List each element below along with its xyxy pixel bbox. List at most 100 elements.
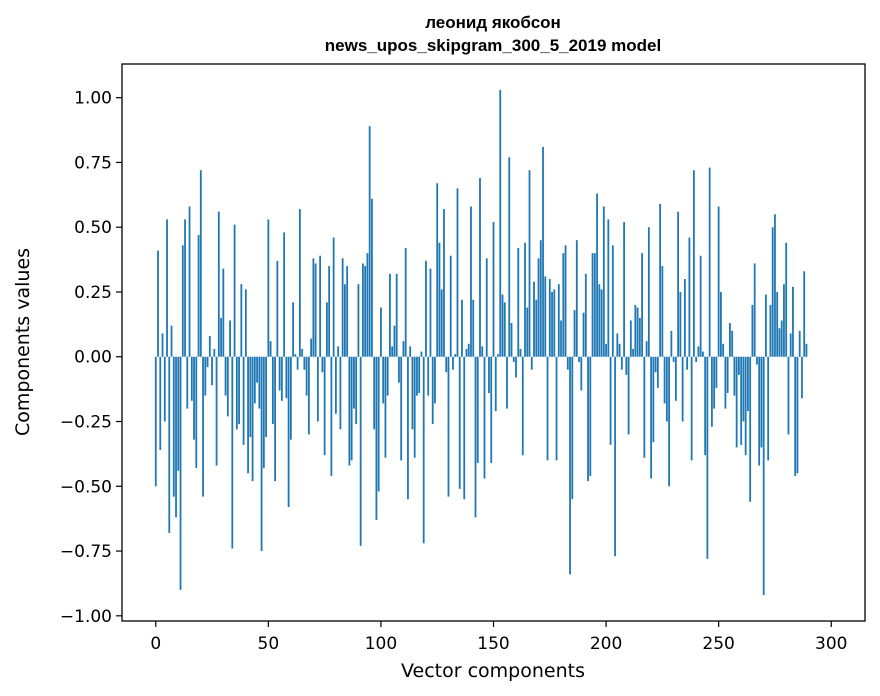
bar-component-25 — [211, 356, 213, 386]
bar-component-158 — [510, 323, 513, 357]
bar-component-107 — [395, 273, 398, 357]
bar-component-58 — [285, 356, 288, 399]
bar-component-132 — [452, 356, 454, 370]
bar-component-238 — [690, 356, 693, 461]
bar-component-228 — [668, 356, 671, 487]
bar-component-57 — [283, 232, 286, 357]
bar-component-104 — [389, 273, 391, 357]
bar-component-157 — [508, 157, 511, 357]
bar-component-34 — [231, 356, 234, 549]
bar-component-48 — [262, 356, 265, 469]
bar-component-129 — [445, 356, 448, 373]
bar-component-114 — [411, 356, 414, 430]
bar-component-196 — [596, 193, 598, 357]
bar-component-137 — [463, 356, 466, 500]
x-axis-label: Vector components — [401, 660, 585, 682]
bar-component-94 — [366, 253, 369, 357]
bar-component-108 — [398, 356, 400, 383]
bar-component-69 — [310, 338, 313, 357]
bar-component-221 — [652, 356, 655, 443]
bar-component-39 — [242, 356, 245, 445]
bar-component-187 — [575, 240, 578, 357]
bar-component-127 — [440, 289, 443, 357]
bar-component-153 — [499, 89, 502, 357]
bar-component-184 — [569, 356, 571, 575]
bar-component-159 — [512, 356, 515, 362]
bar-component-253 — [724, 356, 727, 409]
bar-component-133 — [454, 354, 457, 357]
bar-component-163 — [521, 356, 524, 456]
bar-component-177 — [553, 289, 556, 357]
bar-component-164 — [524, 242, 526, 357]
bar-component-191 — [584, 273, 587, 357]
bar-component-230 — [672, 356, 675, 362]
bar-component-283 — [792, 286, 794, 357]
bar-component-236 — [686, 356, 689, 370]
bar-component-267 — [756, 356, 758, 365]
bar-component-235 — [683, 279, 686, 357]
x-tick-label: 50 — [258, 634, 280, 654]
bar-component-89 — [355, 356, 358, 425]
bar-component-35 — [233, 224, 236, 357]
x-tick-label: 250 — [702, 634, 734, 654]
bar-component-126 — [438, 242, 441, 357]
bar-component-152 — [497, 354, 499, 357]
bar-component-113 — [409, 346, 412, 357]
bar-component-280 — [785, 242, 788, 357]
bar-component-255 — [729, 323, 731, 357]
bar-component-234 — [681, 356, 684, 422]
chart-subtitle: news_upos_skipgram_300_5_2019 model — [325, 36, 661, 55]
bar-component-47 — [260, 356, 263, 552]
bar-component-63 — [296, 356, 299, 370]
y-tick-label: 1.00 — [74, 89, 112, 109]
bar-component-169 — [535, 299, 538, 357]
bar-component-261 — [742, 356, 745, 422]
bar-component-201 — [607, 219, 610, 357]
bar-component-156 — [506, 356, 508, 409]
bar-component-188 — [578, 356, 580, 362]
bar-component-210 — [627, 356, 630, 435]
bar-component-83 — [341, 258, 344, 357]
bar-component-75 — [323, 356, 326, 456]
bar-component-214 — [636, 307, 639, 357]
bar-component-98 — [375, 356, 378, 520]
bar-component-260 — [740, 356, 743, 445]
bar-component-244 — [704, 356, 707, 456]
bar-component-41 — [247, 356, 249, 474]
bar-component-204 — [614, 356, 616, 557]
bar-component-199 — [602, 206, 605, 357]
bar-component-285 — [796, 356, 799, 474]
bar-component-209 — [625, 356, 628, 375]
bar-component-185 — [571, 356, 574, 500]
bar-component-120 — [425, 260, 427, 357]
bar-component-223 — [656, 356, 659, 388]
bar-component-128 — [443, 209, 445, 357]
bar-component-143 — [476, 356, 479, 463]
y-tick-label: −0.50 — [60, 477, 112, 497]
bar-component-96 — [371, 198, 373, 357]
bar-series — [154, 89, 808, 596]
bar-component-278 — [780, 320, 783, 357]
bar-component-20 — [199, 170, 202, 357]
bar-component-269 — [760, 356, 763, 448]
bar-component-203 — [611, 245, 614, 357]
bar-component-245 — [706, 356, 709, 559]
bar-component-194 — [591, 253, 594, 357]
bar-component-14 — [186, 356, 189, 409]
bar-component-2 — [159, 356, 162, 451]
bar-component-256 — [731, 330, 734, 357]
bar-component-7 — [170, 325, 173, 357]
x-axis-ticks: 0 50 100 150 200 250 300 — [150, 621, 847, 654]
bar-component-16 — [190, 356, 193, 401]
bar-component-66 — [303, 356, 306, 370]
bar-component-211 — [629, 320, 632, 357]
bar-component-97 — [373, 356, 376, 430]
bar-component-38 — [240, 284, 243, 357]
bar-component-88 — [353, 356, 355, 409]
bar-component-49 — [265, 356, 267, 438]
bar-component-288 — [803, 271, 806, 357]
bar-component-176 — [551, 291, 553, 357]
bar-component-202 — [609, 356, 612, 445]
bar-component-170 — [537, 258, 540, 357]
bar-component-240 — [695, 356, 698, 362]
